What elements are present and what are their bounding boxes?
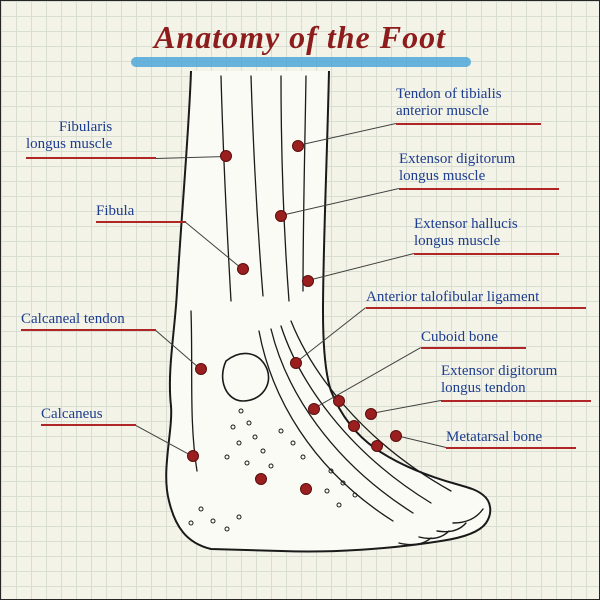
dot-tendon-tibialis-anterior (292, 140, 304, 152)
label-calcaneus: Calcaneus (41, 406, 103, 423)
label-extensor-digitorum-longus-tendon: Extensor digitorum longus tendon (441, 363, 557, 398)
label-rule (421, 347, 526, 349)
foot-illustration (131, 71, 501, 571)
label-anterior-talofibular-ligament: Anterior talofibular ligament (366, 289, 539, 306)
dot-extra-4 (300, 483, 312, 495)
label-tendon-tibialis-anterior: Tendon of tibialis anterior muscle (396, 86, 502, 121)
label-fibularis-longus-muscle: Fibularis longus muscle (26, 119, 112, 154)
label-rule (396, 123, 541, 125)
label-rule (446, 447, 576, 449)
label-rule (26, 157, 156, 159)
label-rule (441, 400, 591, 402)
dot-extra-3 (255, 473, 267, 485)
dot-fibularis-longus-muscle (220, 150, 232, 162)
dot-calcaneus (187, 450, 199, 462)
label-rule (366, 307, 586, 309)
label-metatarsal-bone: Metatarsal bone (446, 429, 542, 446)
label-fibula: Fibula (96, 203, 134, 220)
dot-anterior-talofibular-ligament (290, 357, 302, 369)
diagram-canvas: Anatomy of the Foot (0, 0, 600, 600)
label-extensor-digitorum-longus-muscle: Extensor digitorum longus muscle (399, 151, 515, 186)
dot-cuboid-bone (308, 403, 320, 415)
label-extensor-hallucis-longus-muscle: Extensor hallucis longus muscle (414, 216, 518, 251)
dot-extra-0 (333, 395, 345, 407)
label-rule (96, 221, 186, 223)
label-rule (399, 188, 559, 190)
dot-calcaneal-tendon (195, 363, 207, 375)
label-rule (414, 253, 559, 255)
title-underline (131, 57, 471, 67)
dot-extra-1 (348, 420, 360, 432)
label-calcaneal-tendon: Calcaneal tendon (21, 311, 125, 328)
dot-metatarsal-bone (390, 430, 402, 442)
dot-fibula (237, 263, 249, 275)
label-rule (41, 424, 136, 426)
diagram-title: Anatomy of the Foot (1, 19, 599, 56)
label-rule (21, 329, 156, 331)
dot-extensor-digitorum-longus-muscle (275, 210, 287, 222)
dot-extra-2 (371, 440, 383, 452)
dot-extensor-digitorum-longus-tendon (365, 408, 377, 420)
label-cuboid-bone: Cuboid bone (421, 329, 498, 346)
dot-extensor-hallucis-longus-muscle (302, 275, 314, 287)
